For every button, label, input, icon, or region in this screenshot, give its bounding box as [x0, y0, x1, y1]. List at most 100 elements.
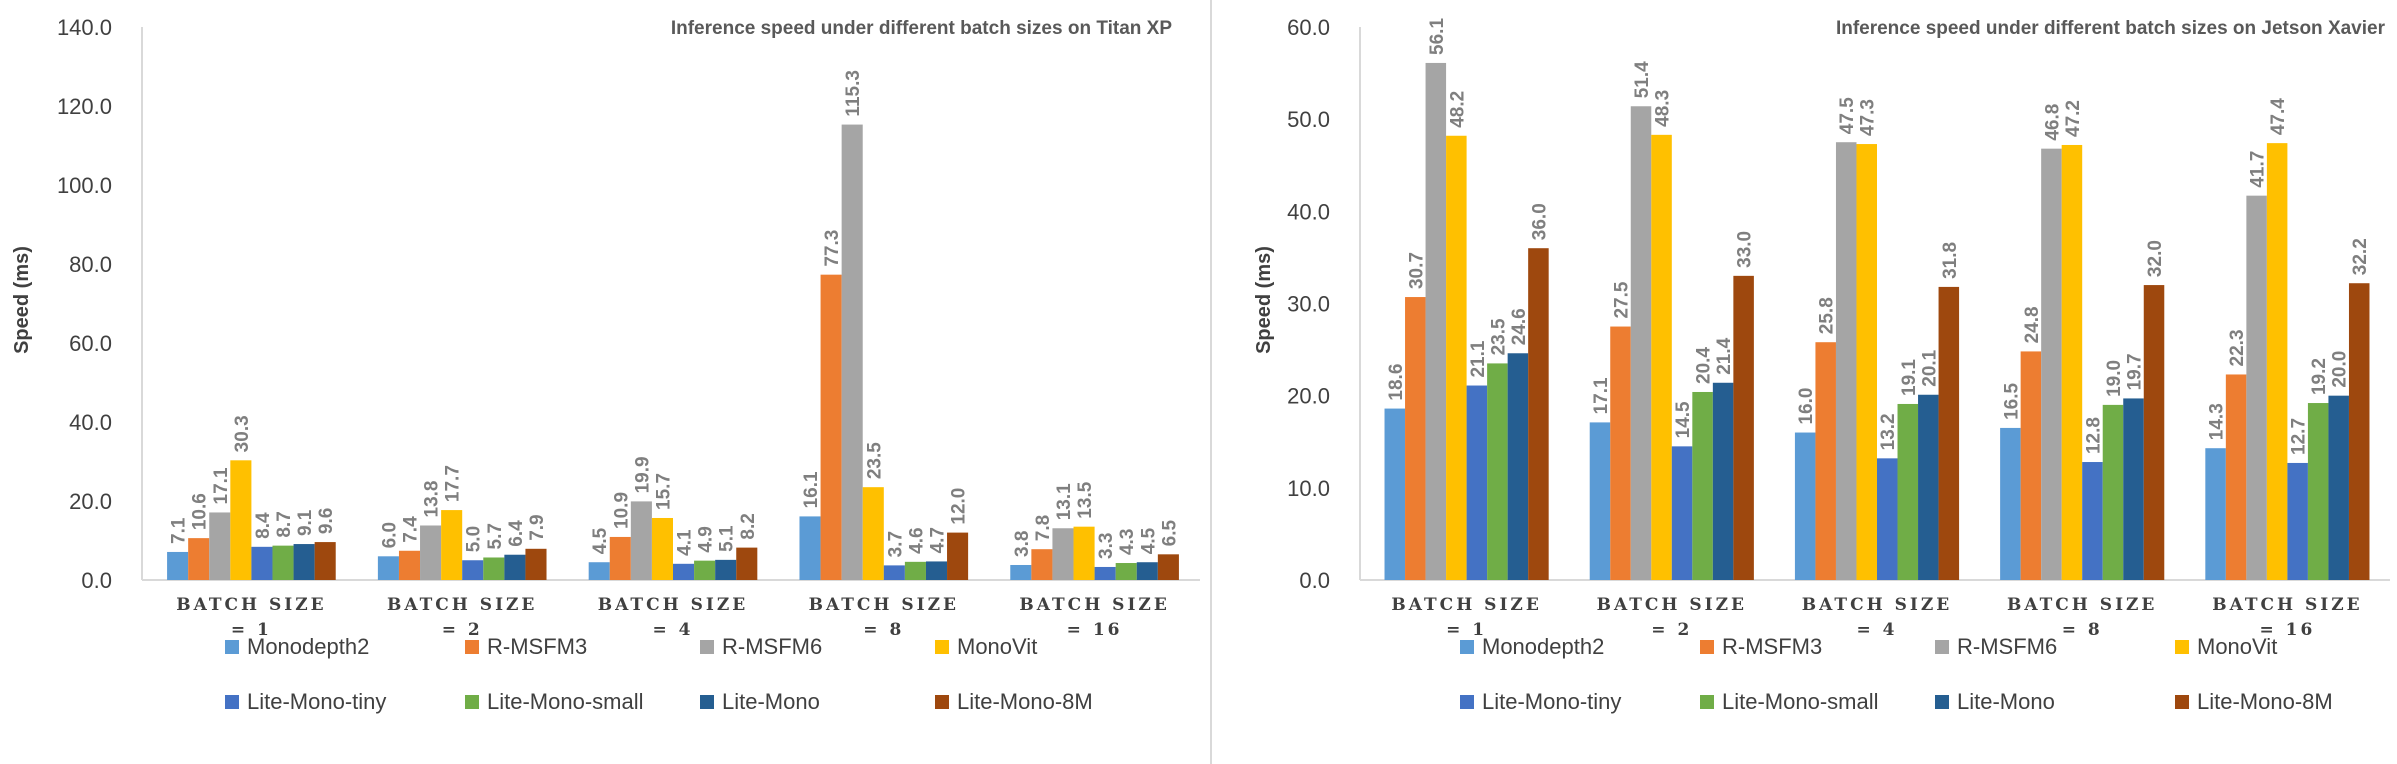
- bar: [293, 544, 315, 580]
- data-label: 32.0: [2145, 240, 2166, 277]
- data-label: 12.8: [2083, 417, 2104, 454]
- legend-label: R-MSFM3: [487, 634, 587, 659]
- legend-swatch: [2175, 640, 2189, 654]
- bar: [925, 561, 948, 580]
- data-label: 21.1: [1468, 340, 1489, 377]
- y-tick-label: 60.0: [1287, 15, 1330, 40]
- legend-label: Lite-Mono-8M: [957, 689, 1093, 714]
- bar: [1671, 446, 1693, 580]
- bar: [1712, 382, 1734, 580]
- bar: [1897, 403, 1919, 580]
- x-tick-label-line2: = 1: [1446, 620, 1487, 640]
- legend-swatch: [700, 640, 714, 654]
- bar: [272, 545, 294, 580]
- data-label: 14.5: [1673, 401, 1694, 438]
- legend-swatch: [1700, 695, 1714, 709]
- bar: [1815, 342, 1836, 580]
- data-label: 8.4: [253, 512, 274, 539]
- data-label: 5.1: [717, 525, 738, 552]
- data-label: 10.6: [190, 493, 211, 530]
- bar: [2082, 462, 2103, 580]
- bar: [2102, 404, 2124, 580]
- data-label: 48.3: [1653, 90, 1674, 127]
- legend-label: Lite-Mono-small: [487, 689, 644, 714]
- x-tick-label-line2: = 4: [653, 620, 694, 640]
- bar: [1115, 563, 1137, 580]
- data-label: 9.1: [295, 509, 316, 536]
- data-label: 23.5: [864, 442, 885, 479]
- bar: [1487, 363, 1508, 580]
- data-label: 32.2: [2350, 238, 2371, 275]
- data-label: 12.0: [949, 488, 970, 525]
- data-label: 4.1: [675, 529, 696, 556]
- bar: [314, 542, 336, 580]
- legend-label: Lite-Mono-tiny: [247, 689, 386, 714]
- x-tick-label-line1: BATCH SIZE: [387, 595, 537, 615]
- bar: [1877, 458, 1898, 580]
- data-label: 33.0: [1735, 231, 1756, 268]
- data-label: 77.3: [822, 230, 843, 267]
- bar: [1507, 353, 1529, 580]
- x-tick-label-line1: BATCH SIZE: [1802, 595, 1952, 615]
- bar: [2205, 448, 2226, 580]
- bar: [1384, 408, 1406, 580]
- bar: [1835, 142, 1857, 581]
- legend-label: Lite-Mono-tiny: [1482, 689, 1621, 714]
- data-label: 30.7: [1406, 252, 1427, 289]
- bar: [441, 510, 463, 580]
- data-label: 48.2: [1447, 91, 1468, 128]
- data-label: 8.7: [274, 511, 295, 537]
- x-tick-label-line1: BATCH SIZE: [598, 595, 748, 615]
- legend-swatch: [935, 640, 949, 654]
- x-tick-label-line2: = 8: [2062, 620, 2103, 640]
- data-label: 19.0: [2104, 360, 2125, 397]
- y-axis-label: Speed (ms): [1253, 246, 1275, 354]
- legend-label: R-MSFM6: [722, 634, 822, 659]
- bar: [1136, 562, 1158, 580]
- legend-swatch: [465, 695, 479, 709]
- x-tick-label-line1: BATCH SIZE: [2212, 595, 2362, 615]
- data-label: 19.1: [1899, 359, 1920, 396]
- legend-label: Monodepth2: [1482, 634, 1604, 659]
- data-label: 47.2: [2063, 100, 2084, 137]
- x-tick-label-line1: BATCH SIZE: [2007, 595, 2157, 615]
- data-label: 16.1: [801, 471, 822, 508]
- legend-label: Lite-Mono: [1957, 689, 2055, 714]
- bar: [1610, 326, 1631, 580]
- bar: [715, 559, 737, 580]
- legend-label: MonoVit: [2197, 634, 2277, 659]
- bar: [2266, 143, 2288, 580]
- bar: [841, 124, 863, 580]
- data-label: 15.7: [653, 473, 674, 510]
- data-label: 6.0: [379, 522, 400, 548]
- data-label: 12.7: [2289, 418, 2310, 455]
- bar: [462, 560, 484, 580]
- bar: [1589, 422, 1611, 580]
- y-tick-label: 140.0: [57, 15, 112, 40]
- data-label: 47.3: [1858, 99, 1879, 136]
- data-label: 4.6: [906, 527, 927, 553]
- legend-label: MonoVit: [957, 634, 1037, 659]
- legend-label: R-MSFM3: [1722, 634, 1822, 659]
- data-label: 10.9: [611, 492, 632, 529]
- bar: [1073, 526, 1095, 580]
- legend-swatch: [700, 695, 714, 709]
- bar: [673, 563, 695, 580]
- data-label: 47.5: [1837, 97, 1858, 134]
- data-label: 3.7: [885, 531, 906, 557]
- x-tick-label-line2: = 8: [863, 620, 904, 640]
- x-tick-label-line2: = 4: [1857, 620, 1898, 640]
- bar: [883, 565, 905, 580]
- bar: [1918, 394, 1939, 580]
- data-label: 7.1: [169, 517, 190, 544]
- data-label: 13.1: [1054, 483, 1075, 520]
- legend-swatch: [1935, 640, 1949, 654]
- panel-divider: [1210, 0, 1212, 764]
- y-tick-label: 50.0: [1287, 107, 1330, 132]
- data-label: 18.6: [1386, 364, 1407, 401]
- x-tick-label-line1: BATCH SIZE: [1019, 595, 1169, 615]
- legend-swatch: [1460, 695, 1474, 709]
- data-label: 36.0: [1529, 203, 1550, 240]
- bar: [2000, 427, 2021, 580]
- x-tick-label-line1: BATCH SIZE: [176, 595, 326, 615]
